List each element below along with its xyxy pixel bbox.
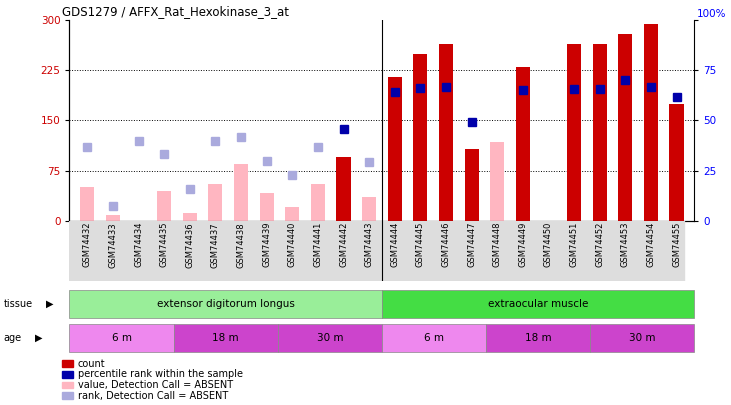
Bar (644, 23, 658, 221)
Text: GSM74454: GSM74454 (646, 222, 656, 267)
Bar (234, 164, 248, 221)
Bar (439, 44, 453, 221)
Bar (491, 142, 504, 221)
Bar (62, 382, 73, 388)
Bar (465, 149, 479, 221)
Bar (208, 184, 222, 221)
Text: GSM74448: GSM74448 (493, 222, 501, 267)
Bar (413, 54, 428, 221)
Text: tissue: tissue (4, 299, 33, 309)
Text: GSM74455: GSM74455 (672, 222, 681, 267)
Text: age: age (4, 333, 22, 343)
Bar (173, 324, 278, 352)
Bar (157, 191, 171, 221)
Text: GSM74437: GSM74437 (211, 222, 220, 268)
Bar (285, 207, 299, 221)
Text: GSM74438: GSM74438 (237, 222, 246, 268)
Text: 6 m: 6 m (112, 333, 132, 343)
Text: GSM74445: GSM74445 (416, 222, 425, 267)
Bar (593, 44, 607, 221)
Text: GSM74444: GSM74444 (390, 222, 399, 267)
Text: GSM74441: GSM74441 (314, 222, 322, 267)
Bar (311, 184, 325, 221)
Text: GSM74440: GSM74440 (288, 222, 297, 267)
Bar (382, 324, 486, 352)
Text: ▶: ▶ (46, 299, 53, 309)
Bar (516, 67, 530, 221)
Bar (62, 371, 73, 378)
Text: GSM74447: GSM74447 (467, 222, 476, 267)
Text: 100%: 100% (697, 9, 727, 19)
Bar (670, 104, 683, 221)
Text: extensor digitorum longus: extensor digitorum longus (156, 299, 295, 309)
Text: rank, Detection Call = ABSENT: rank, Detection Call = ABSENT (77, 391, 228, 401)
Bar (62, 392, 73, 399)
Text: GSM74443: GSM74443 (365, 222, 374, 267)
Text: GSM74432: GSM74432 (83, 222, 92, 267)
Text: GSM74439: GSM74439 (262, 222, 271, 267)
Text: 30 m: 30 m (317, 333, 343, 343)
Bar (183, 213, 197, 221)
Bar (382, 290, 694, 318)
Text: GSM74435: GSM74435 (159, 222, 169, 267)
Text: 18 m: 18 m (525, 333, 551, 343)
Bar (362, 197, 376, 221)
Text: ▶: ▶ (35, 333, 42, 343)
Text: GSM74433: GSM74433 (108, 222, 118, 268)
Bar (590, 324, 694, 352)
Text: GSM74446: GSM74446 (442, 222, 450, 267)
Bar (387, 77, 402, 221)
Bar (486, 324, 590, 352)
Text: GSM74434: GSM74434 (134, 222, 143, 267)
Bar (618, 34, 632, 221)
Text: 18 m: 18 m (213, 333, 239, 343)
Text: GSM74450: GSM74450 (544, 222, 553, 267)
Bar (567, 44, 581, 221)
Bar (278, 324, 382, 352)
Bar (80, 187, 94, 221)
Text: GSM74449: GSM74449 (518, 222, 527, 267)
Bar (260, 193, 273, 221)
Text: percentile rank within the sample: percentile rank within the sample (77, 369, 243, 379)
Text: count: count (77, 359, 105, 369)
Text: GSM74442: GSM74442 (339, 222, 348, 267)
Text: GSM74453: GSM74453 (621, 222, 630, 267)
Text: GSM74452: GSM74452 (595, 222, 605, 267)
Bar (69, 290, 382, 318)
Text: extraocular muscle: extraocular muscle (488, 299, 588, 309)
Bar (336, 157, 351, 221)
Text: GSM74436: GSM74436 (186, 222, 194, 268)
Bar (106, 215, 120, 221)
Bar (62, 360, 73, 367)
Text: GDS1279 / AFFX_Rat_Hexokinase_3_at: GDS1279 / AFFX_Rat_Hexokinase_3_at (62, 5, 289, 18)
Text: 30 m: 30 m (629, 333, 656, 343)
Text: 6 m: 6 m (424, 333, 444, 343)
Text: value, Detection Call = ABSENT: value, Detection Call = ABSENT (77, 380, 233, 390)
Text: GSM74451: GSM74451 (569, 222, 578, 267)
Bar (69, 324, 173, 352)
